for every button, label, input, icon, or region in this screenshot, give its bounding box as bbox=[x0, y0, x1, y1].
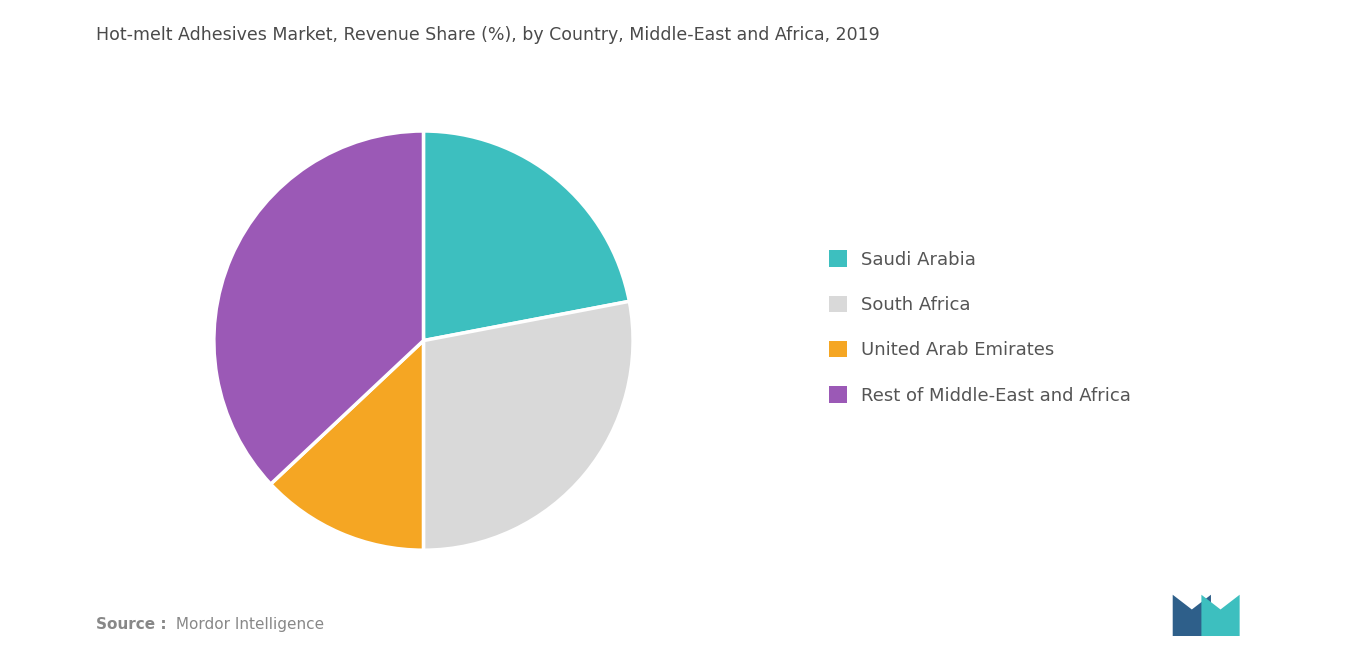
Text: Hot-melt Adhesives Market, Revenue Share (%), by Country, Middle-East and Africa: Hot-melt Adhesives Market, Revenue Share… bbox=[96, 26, 880, 44]
Legend: Saudi Arabia, South Africa, United Arab Emirates, Rest of Middle-East and Africa: Saudi Arabia, South Africa, United Arab … bbox=[829, 250, 1131, 405]
Wedge shape bbox=[270, 341, 423, 550]
Wedge shape bbox=[214, 131, 423, 484]
Wedge shape bbox=[423, 301, 632, 550]
Text: Mordor Intelligence: Mordor Intelligence bbox=[171, 617, 324, 632]
Text: Source :: Source : bbox=[96, 617, 167, 632]
Wedge shape bbox=[423, 131, 630, 341]
